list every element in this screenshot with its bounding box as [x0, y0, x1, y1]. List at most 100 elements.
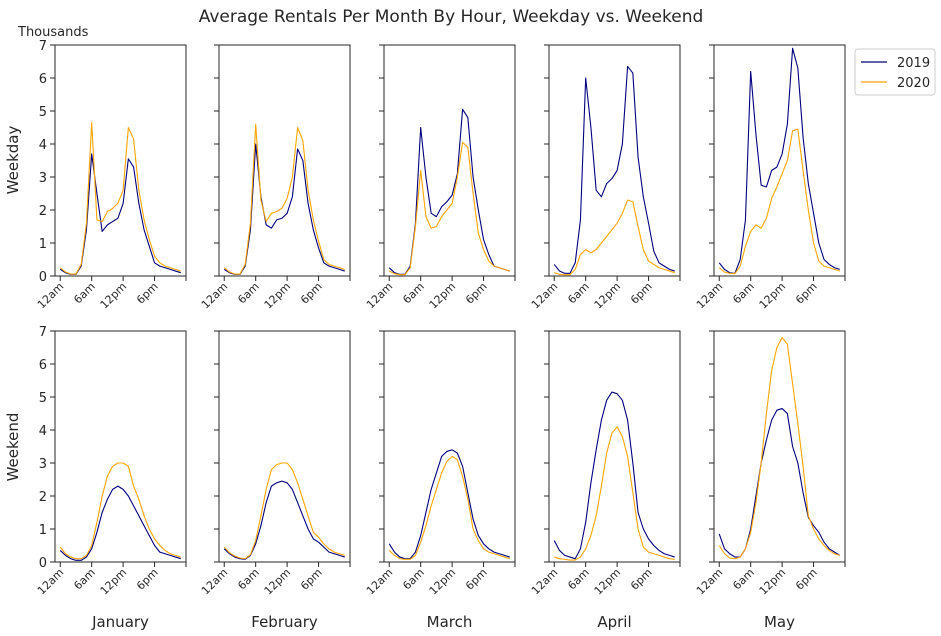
panel-weekday-april: 12am 6am 12pm 6pm	[529, 44, 681, 312]
x-tick-label: 12pm	[427, 566, 459, 598]
panel-frame	[383, 330, 516, 563]
x-tick-label: 12pm	[592, 566, 624, 598]
y-tick-label: 5	[39, 391, 47, 406]
series-line-2020	[718, 337, 840, 560]
panel-weekend-february: 12am 6am 12pm 6pm February	[199, 330, 351, 631]
month-label-march: March	[427, 613, 473, 631]
y-tick-label: 5	[39, 105, 47, 120]
panel-frame	[54, 44, 187, 277]
x-tick-label: 6am	[400, 280, 426, 306]
y-tick-label: 3	[39, 457, 47, 472]
month-label-february: February	[251, 613, 318, 631]
x-tick-label: 12am	[199, 280, 230, 311]
legend-label-2019: 2019	[897, 56, 930, 71]
series-line-2019	[223, 480, 345, 560]
series-line-2019	[59, 485, 181, 561]
x-tick-label: 6am	[565, 280, 591, 306]
panel-weekday-march: 12am 6am 12pm 6pm	[364, 44, 516, 312]
series-line-2019	[223, 143, 345, 275]
x-tick-label: 12am	[694, 280, 725, 311]
x-tick-label: 6pm	[298, 566, 325, 593]
y-unit-label: Thousands	[17, 25, 89, 40]
series-line-2020	[718, 128, 840, 275]
x-tick-label: 12am	[364, 566, 395, 597]
x-tick-label: 12pm	[98, 566, 130, 598]
x-tick-label: 6pm	[628, 566, 655, 593]
y-tick-label: 6	[39, 358, 47, 373]
y-tick-label: 0	[39, 270, 47, 285]
x-tick-label: 6am	[730, 280, 756, 306]
x-tick-label: 6pm	[463, 566, 490, 593]
x-tick-label: 6am	[235, 280, 261, 306]
x-tick-label: 12pm	[757, 280, 789, 312]
month-label-april: April	[597, 613, 631, 631]
series-line-2020	[554, 199, 675, 276]
panel-frame	[383, 44, 516, 277]
y-tick-label: 4	[39, 138, 47, 153]
month-label-january: January	[91, 613, 149, 631]
series-line-2020	[223, 462, 345, 560]
x-tick-label: 6pm	[134, 566, 161, 593]
y-tick-label: 3	[39, 171, 47, 186]
series-line-2020	[388, 141, 510, 276]
series-line-2019	[553, 391, 675, 560]
legend: 2019 2020	[854, 48, 936, 96]
row-label-weekday: Weekday	[4, 126, 22, 195]
chart-title: Average Rentals Per Month By Hour, Weekd…	[199, 7, 704, 27]
panel-frame	[218, 44, 351, 277]
x-tick-label: 12am	[364, 280, 395, 311]
x-tick-label: 6pm	[298, 280, 325, 307]
series-line-2019	[388, 108, 510, 275]
panel-frame	[218, 330, 351, 563]
x-tick-label: 6pm	[628, 280, 655, 307]
panel-weekend-april: 12am 6am 12pm 6pm April	[529, 330, 681, 631]
x-tick-label: 12pm	[757, 566, 789, 598]
series-line-2019	[718, 47, 840, 274]
y-tick-label: 2	[39, 490, 47, 505]
series-line-2019	[553, 65, 675, 274]
x-tick-label: 6am	[71, 280, 97, 306]
x-tick-label: 12pm	[262, 280, 294, 312]
series-line-2019	[59, 153, 181, 275]
panel-weekend-march: 12am 6am 12pm 6pm March	[364, 330, 516, 631]
month-label-may: May	[764, 613, 795, 631]
x-tick-label: 12am	[694, 566, 725, 597]
y-tick-label: 2	[39, 204, 47, 219]
y-tick-label: 7	[39, 39, 47, 54]
x-tick-label: 12pm	[262, 566, 294, 598]
series-line-2020	[223, 123, 345, 275]
x-tick-label: 12pm	[427, 280, 459, 312]
x-tick-label: 6pm	[463, 280, 490, 307]
x-tick-label: 6am	[400, 566, 426, 592]
series-line-2020	[59, 462, 181, 560]
panel-frame	[548, 44, 681, 277]
y-tick-label: 0	[39, 556, 47, 571]
panel-frame	[54, 330, 187, 563]
x-tick-label: 12pm	[98, 280, 130, 312]
series-line-2020	[59, 122, 181, 275]
legend-frame	[854, 48, 936, 96]
x-tick-label: 6pm	[793, 566, 820, 593]
panel-frame	[713, 330, 846, 563]
panel-weekday-february: 12am 6am 12pm 6pm	[199, 44, 351, 312]
x-tick-label: 6am	[565, 566, 591, 592]
x-tick-label: 12am	[529, 280, 560, 311]
x-tick-label: 6pm	[793, 280, 820, 307]
y-tick-label: 6	[39, 72, 47, 87]
panel-weekend-may: 12am 6am 12pm 6pm May	[694, 330, 846, 631]
panel-weekday-may: 12am 6am 12pm 6pm	[694, 44, 846, 312]
series-line-2019	[388, 449, 510, 560]
x-tick-label: 6am	[235, 566, 261, 592]
y-tick-label: 4	[39, 424, 47, 439]
y-tick-label: 1	[39, 523, 47, 538]
x-tick-label: 6pm	[134, 280, 161, 307]
legend-label-2020: 2020	[897, 76, 930, 91]
x-tick-label: 12am	[199, 566, 230, 597]
x-tick-label: 6am	[71, 566, 97, 592]
panel-frame	[548, 330, 681, 563]
series-line-2020	[554, 426, 675, 561]
